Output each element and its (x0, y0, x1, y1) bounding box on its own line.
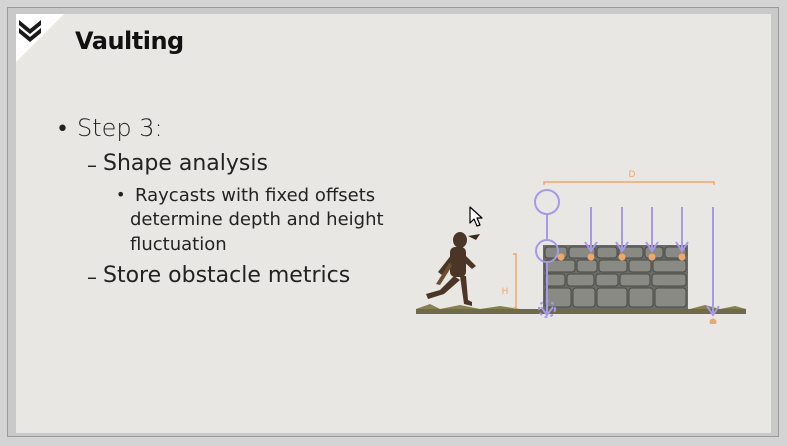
bullet-dot: • (56, 117, 69, 142)
capsule-sweep (534, 189, 560, 318)
depth-label: D (629, 170, 636, 180)
raycast-arrows (584, 207, 720, 317)
height-label: H (502, 287, 509, 297)
slide: Vaulting • Step 3: – Shape analysis • Ra… (16, 14, 771, 433)
bullet-detail-line3: fluctuation (130, 234, 227, 255)
mouse-pointer-icon (469, 206, 483, 227)
depth-bracket (543, 181, 715, 185)
bullet-shape-analysis: Shape analysis (103, 151, 268, 176)
hit-point (557, 253, 565, 261)
bullet-dash: – (87, 265, 97, 289)
bullet-step: Step 3: (77, 114, 163, 142)
studio-logo-icon (19, 20, 41, 42)
stone-wall (543, 245, 688, 309)
raycast-hit-points (587, 253, 717, 324)
slide-title: Vaulting (75, 27, 184, 55)
bullet-detail-line2: determine depth and height (130, 209, 384, 230)
bullet-dot-small: • (116, 185, 126, 204)
vault-raycast-diagram: D H (416, 170, 746, 324)
bullet-detail-line1: Raycasts with fixed offsets (135, 185, 376, 206)
height-bracket (513, 253, 517, 309)
bullet-store-metrics: Store obstacle metrics (103, 263, 351, 288)
ground-strip (416, 309, 746, 314)
bullet-dash: – (87, 153, 97, 177)
runner-figure (426, 232, 480, 306)
